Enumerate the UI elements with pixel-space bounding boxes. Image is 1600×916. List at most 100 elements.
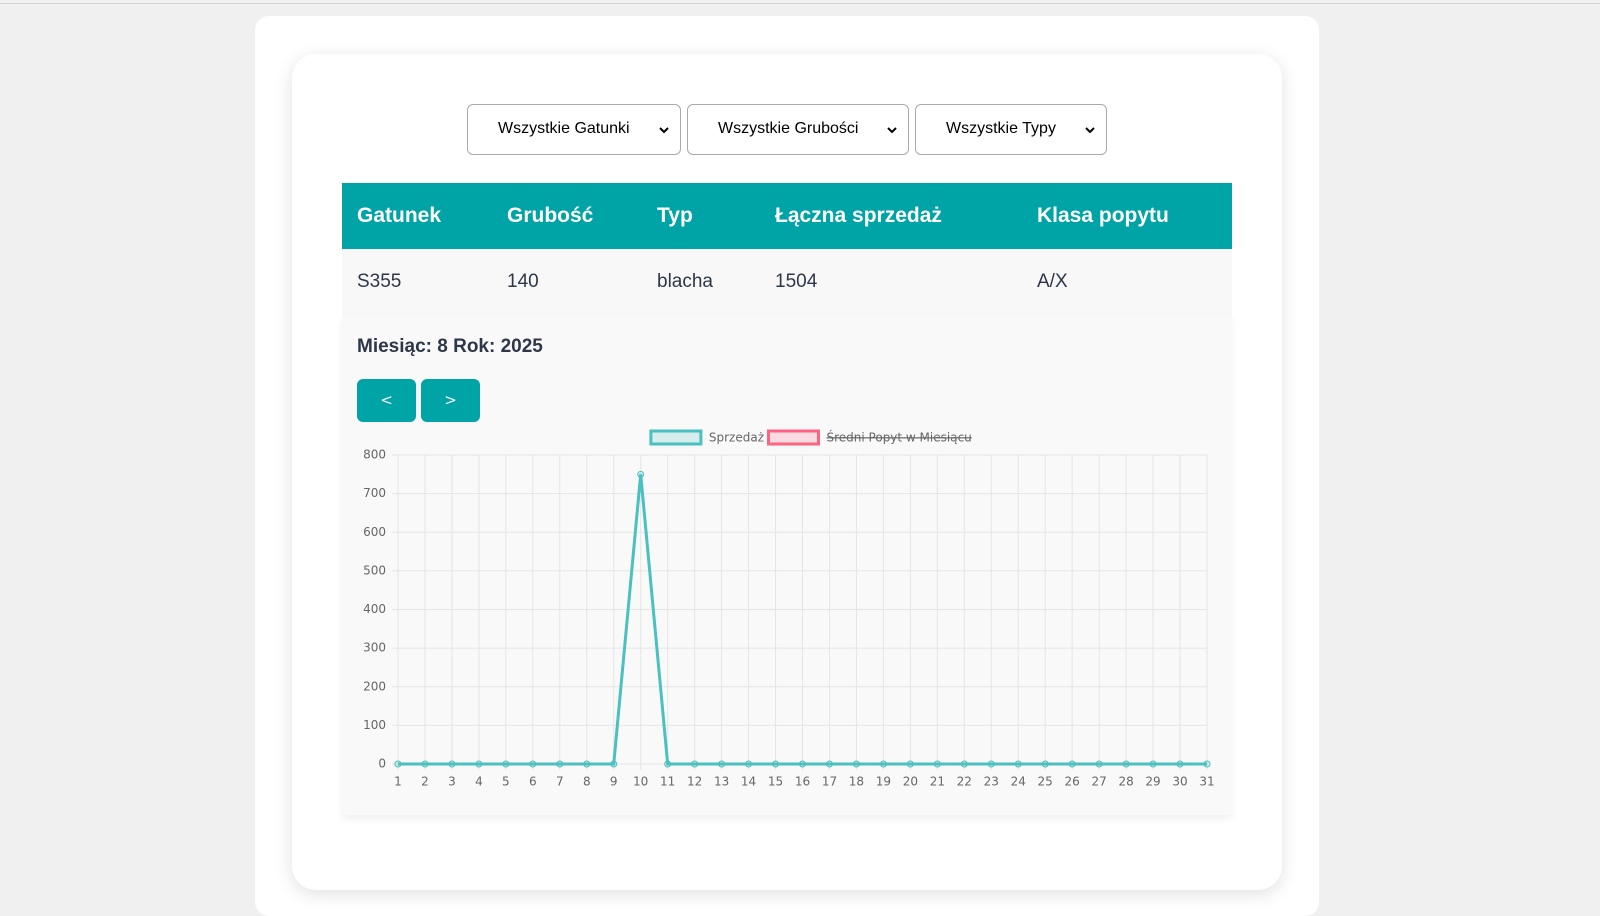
point bbox=[475, 760, 483, 768]
point bbox=[772, 760, 780, 768]
point bbox=[960, 760, 968, 768]
select-text: Wszystkie Grubości bbox=[718, 120, 859, 137]
prev-button[interactable]: < bbox=[357, 379, 416, 422]
header-cell: Łączna sprzedaż bbox=[760, 183, 1022, 249]
point bbox=[799, 760, 806, 768]
x-tick-label: 27 bbox=[1091, 775, 1106, 789]
data-row[interactable]: S355 140 blacha 1504 A/X bbox=[342, 249, 1232, 315]
point bbox=[718, 760, 726, 768]
y-tick-label: 800 bbox=[363, 448, 386, 462]
point bbox=[637, 470, 645, 478]
cell: A/X bbox=[1022, 249, 1232, 315]
point bbox=[1122, 760, 1130, 768]
top-border bbox=[0, 3, 1600, 4]
point bbox=[1014, 760, 1022, 768]
x-tick-label: 18 bbox=[849, 775, 864, 789]
x-tick-label: 30 bbox=[1172, 775, 1187, 789]
detail-panel bbox=[342, 315, 1232, 815]
point bbox=[502, 760, 510, 768]
x-tick-label: 19 bbox=[876, 775, 891, 789]
point bbox=[1176, 760, 1184, 768]
point bbox=[987, 760, 995, 768]
y-tick-label: 100 bbox=[363, 718, 386, 732]
header-cell: Grubość bbox=[492, 183, 642, 249]
x-tick-label: 4 bbox=[475, 775, 483, 789]
point bbox=[664, 760, 672, 768]
x-tick-label: 3 bbox=[448, 775, 456, 789]
point bbox=[448, 760, 456, 768]
x-tick-label: 7 bbox=[556, 775, 564, 789]
legend-swatch bbox=[767, 429, 820, 446]
point bbox=[745, 760, 753, 768]
x-tick-label: 5 bbox=[502, 775, 510, 789]
x-tick-label: 20 bbox=[903, 775, 918, 789]
x-tick-label: 29 bbox=[1145, 775, 1160, 789]
legend-swatch bbox=[649, 429, 703, 446]
x-tick-label: 15 bbox=[768, 775, 783, 789]
x-tick-label: 13 bbox=[714, 775, 729, 789]
x-tick-label: 12 bbox=[687, 775, 702, 789]
header-row: Gatunek Grubość Typ Łączna sprzedaż Klas… bbox=[342, 183, 1232, 249]
x-tick-label: 2 bbox=[421, 775, 429, 789]
point bbox=[394, 760, 402, 768]
chevron bbox=[659, 127, 669, 134]
point bbox=[906, 760, 914, 768]
x-tick-label: 21 bbox=[930, 775, 945, 789]
cell: 140 bbox=[492, 249, 642, 315]
x-tick-label: 17 bbox=[822, 775, 837, 789]
point bbox=[825, 760, 833, 768]
legend-label: Sprzedaż bbox=[709, 431, 764, 445]
x-tick-label: 14 bbox=[741, 775, 756, 789]
x-tick-label: 26 bbox=[1065, 775, 1080, 789]
point bbox=[1203, 760, 1211, 768]
x-tick-label: 25 bbox=[1038, 775, 1053, 789]
chevron bbox=[1085, 127, 1095, 134]
select-text: Wszystkie Gatunki bbox=[498, 120, 630, 137]
x-tick-label: 24 bbox=[1011, 775, 1026, 789]
y-tick-label: 500 bbox=[363, 563, 386, 577]
point bbox=[1149, 760, 1157, 768]
point bbox=[556, 760, 564, 768]
y-tick-label: 700 bbox=[363, 486, 386, 500]
filter-select[interactable]: Wszystkie Gatunki bbox=[467, 104, 681, 155]
x-tick-label: 9 bbox=[610, 775, 618, 789]
header-cell: Gatunek bbox=[342, 183, 492, 249]
y-tick-label: 0 bbox=[378, 757, 386, 771]
cell: blacha bbox=[642, 249, 760, 315]
point bbox=[529, 760, 537, 768]
x-tick-label: 22 bbox=[957, 775, 972, 789]
x-tick-label: 31 bbox=[1199, 775, 1214, 789]
x-tick-label: 28 bbox=[1118, 775, 1133, 789]
period-label: Miesiąc: 8 Rok: 2025 bbox=[357, 336, 543, 357]
cell: 1504 bbox=[760, 249, 1022, 315]
point bbox=[1041, 760, 1049, 768]
point bbox=[879, 760, 887, 768]
point bbox=[691, 760, 699, 768]
point bbox=[933, 760, 941, 768]
line bbox=[398, 474, 1207, 766]
x-tick-label: 23 bbox=[984, 775, 999, 789]
x-tick-label: 11 bbox=[660, 775, 675, 789]
y-tick-label: 300 bbox=[363, 641, 386, 655]
cell: S355 bbox=[342, 249, 492, 315]
x-tick-label: 10 bbox=[633, 775, 648, 789]
x-tick-label: 6 bbox=[529, 775, 537, 789]
point bbox=[610, 760, 618, 768]
filter-select[interactable]: Wszystkie Grubości bbox=[687, 104, 909, 155]
header-cell: Klasa popytu bbox=[1022, 183, 1232, 249]
y-tick-label: 400 bbox=[363, 602, 386, 616]
filter-select[interactable]: Wszystkie Typy bbox=[915, 104, 1107, 155]
sales-table: Gatunek Grubość Typ Łączna sprzedaż Klas… bbox=[342, 183, 1232, 315]
chevron bbox=[887, 127, 897, 134]
y-tick-label: 600 bbox=[363, 525, 386, 539]
y-tick-label: 200 bbox=[363, 679, 386, 693]
next-button[interactable]: > bbox=[421, 379, 480, 422]
x-tick-label: 8 bbox=[583, 775, 591, 789]
select-text: Wszystkie Typy bbox=[946, 120, 1056, 137]
point bbox=[852, 760, 860, 768]
x-tick-label: 1 bbox=[394, 775, 402, 789]
header-cell: Typ bbox=[642, 183, 760, 249]
point bbox=[583, 760, 591, 768]
